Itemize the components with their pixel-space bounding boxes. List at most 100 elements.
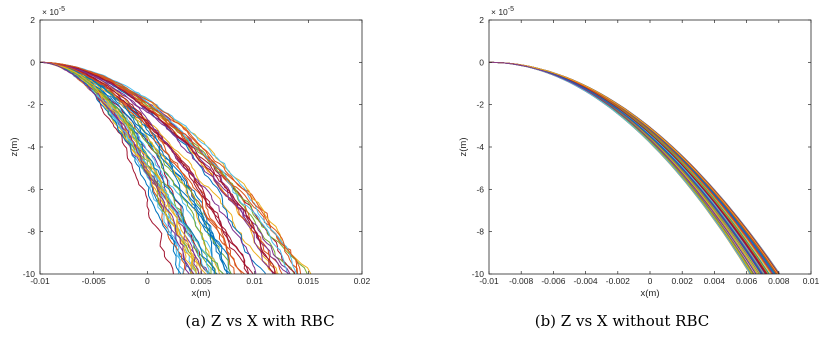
trajectory-line — [40, 61, 298, 274]
x-tick-label: -0.01 — [479, 276, 499, 286]
panel-a: -0.01 -0.005 0 0.005 0.01 0.015 0.02 -10 -8 -6 -4 -… — [9, 6, 371, 330]
trajectory-line — [489, 61, 752, 274]
trajectory-line — [489, 61, 760, 274]
trajectory-line — [489, 61, 765, 274]
x-axis-label: x(m) — [192, 288, 211, 299]
trajectory-line — [40, 61, 229, 274]
trajectory-line — [40, 61, 290, 274]
y-exponent-label: × 10-5 — [42, 6, 65, 17]
trajectory-line — [40, 61, 207, 274]
trajectory-line — [489, 61, 757, 274]
trajectory-line — [489, 61, 759, 274]
trajectory-line — [489, 61, 769, 274]
y-tick-label: -2 — [27, 100, 35, 110]
x-tick-label: 0.02 — [354, 276, 371, 286]
trajectory-line — [489, 61, 754, 274]
y-tick-label: 2 — [479, 15, 484, 25]
y-tick-label: -10 — [472, 269, 485, 279]
x-tick-label: -0.008 — [509, 276, 533, 286]
x-axis-label: x(m) — [641, 288, 660, 299]
x-tick-label: 0 — [145, 276, 150, 286]
trajectory-line — [489, 61, 767, 274]
y-tick-label: -6 — [476, 184, 484, 194]
y-exponent-label: × 10-5 — [491, 6, 514, 17]
trajectory-line — [489, 61, 762, 274]
trajectory-line — [489, 61, 768, 274]
trajectory-line — [40, 61, 195, 274]
x-tick-label: 0.002 — [672, 276, 694, 286]
y-tick-label: 0 — [479, 57, 484, 67]
trajectory-line — [489, 61, 762, 274]
y-tick-label: -8 — [27, 227, 35, 237]
trajectory-line — [489, 61, 751, 274]
trajectory-line — [489, 61, 752, 274]
y-tick-label: -6 — [27, 184, 35, 194]
y-axis-label: z(m) — [9, 138, 20, 157]
trajectory-line — [489, 61, 779, 274]
trajectory-line — [489, 61, 766, 274]
x-tick-label: -0.01 — [30, 276, 50, 286]
x-tick-label: -0.004 — [574, 276, 598, 286]
y-tick-label: 0 — [30, 57, 35, 67]
trajectory-line — [489, 61, 762, 274]
y-tick-label: -2 — [476, 100, 484, 110]
trajectory-line — [489, 61, 763, 274]
trajectory-line — [489, 61, 755, 274]
x-tick-label: 0.008 — [768, 276, 790, 286]
y-tick-label: -10 — [23, 269, 36, 279]
trajectory-line — [489, 61, 763, 274]
chart-b: -0.01 -0.008 -0.006 -0.004 -0.002 0 0.002 0.004… — [458, 6, 819, 299]
trajectory-line — [489, 61, 764, 274]
trajectory-line — [40, 61, 182, 274]
x-tick-label: 0.01 — [246, 276, 263, 286]
trajectory-line — [489, 61, 772, 274]
trajectory-line — [489, 61, 752, 274]
trajectory-line — [40, 61, 295, 274]
panel-b: -0.01 -0.008 -0.006 -0.004 -0.002 0 0.002 0.004… — [410, 0, 819, 345]
axes-box — [488, 19, 812, 275]
trajectory-line — [489, 61, 761, 274]
trajectory-line — [489, 61, 770, 274]
x-tick-label: 0.015 — [298, 276, 320, 286]
x-tick-label: 0 — [648, 276, 653, 286]
x-tick-label: 0.005 — [190, 276, 212, 286]
trajectory-line — [489, 61, 763, 274]
x-tick-label: 0.004 — [704, 276, 726, 286]
trajectory-line — [40, 61, 277, 274]
trajectory-line — [489, 61, 765, 274]
trajectory-line — [489, 61, 768, 274]
y-tick-label: 2 — [30, 15, 35, 25]
trajectory-line — [489, 61, 757, 274]
x-tick-label: -0.005 — [82, 276, 106, 286]
trajectory-line — [489, 61, 754, 274]
trajectory-line — [489, 61, 779, 274]
trajectory-line — [40, 61, 236, 274]
trajectory-line — [40, 61, 225, 274]
trajectory-line — [489, 61, 755, 274]
y-axis-label: z(m) — [458, 138, 469, 157]
y-tick-label: -4 — [476, 142, 484, 152]
chart-a: -0.01 -0.005 0 0.005 0.01 0.015 0.02 -10 -8 -6 -4 -… — [9, 6, 371, 299]
y-tick-label: -8 — [476, 227, 484, 237]
trajectory-line — [489, 61, 753, 274]
caption-b: (b) Z vs X without RBC — [534, 312, 710, 330]
trajectory-line — [489, 61, 760, 274]
x-tick-label: -0.006 — [541, 276, 565, 286]
trajectory-line — [40, 61, 279, 274]
x-tick-label: -0.002 — [606, 276, 630, 286]
trajectory-line — [489, 61, 767, 274]
x-tick-label: 0.01 — [803, 276, 819, 286]
trajectory-line — [40, 61, 302, 274]
trajectories — [489, 61, 781, 274]
trajectory-line — [489, 61, 751, 274]
trajectory-line — [40, 61, 193, 274]
caption-a: (a) Z vs X with RBC — [185, 312, 335, 330]
trajectory-line — [489, 61, 769, 274]
trajectory-line — [489, 61, 752, 274]
trajectory-line — [489, 61, 758, 274]
trajectories — [40, 61, 312, 274]
trajectory-line — [40, 61, 291, 274]
trajectory-line — [489, 61, 770, 274]
trajectory-line — [489, 61, 758, 274]
y-tick-label: -4 — [27, 142, 35, 152]
